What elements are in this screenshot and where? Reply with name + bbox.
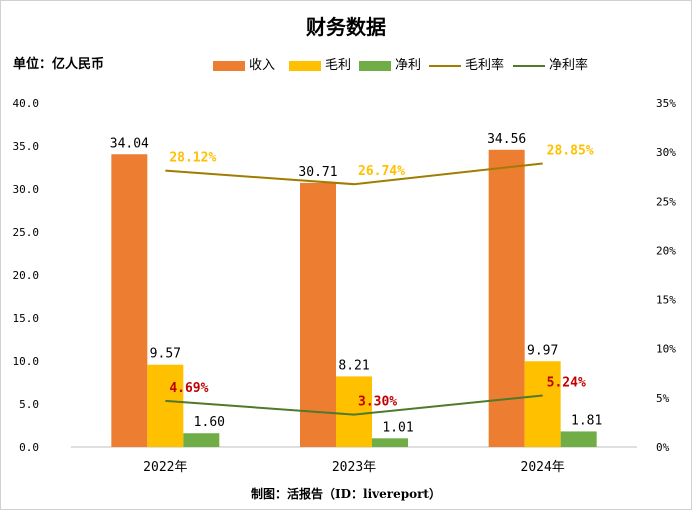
legend-label-gross-profit: 毛利: [325, 58, 352, 73]
line-data-label: 28.85%: [547, 143, 594, 158]
source-note: 制图：活报告（ID：livereport）: [251, 487, 441, 501]
y2-tick-label: 15%: [656, 294, 676, 307]
y-tick-label: 40.0: [13, 97, 40, 110]
legend-line-gross-margin: [429, 65, 461, 67]
y-tick-label: 20.0: [13, 269, 40, 282]
bar-1-3: [488, 149, 525, 447]
legend-label-net-margin: 净利率: [549, 58, 589, 73]
bar-data-label: 30.71: [298, 165, 337, 180]
y-tick-label: 0.0: [19, 441, 39, 454]
x-tick-label: 2024年: [521, 460, 565, 475]
y2-tick-label: 25%: [656, 195, 676, 208]
y-tick-label: 15.0: [13, 312, 40, 325]
bar-2-1: [147, 364, 184, 447]
bar-data-label: 8.21: [338, 358, 369, 373]
bar-data-label: 9.97: [527, 343, 558, 358]
line-series-1: [165, 162, 543, 186]
chart-title: 财务数据: [306, 15, 386, 39]
legend-swatch-revenue: [213, 61, 245, 71]
bar-data-label: 1.81: [571, 413, 602, 428]
y-tick-label: 25.0: [13, 226, 40, 239]
legend-swatch-gross-profit: [289, 61, 321, 71]
y-tick-label: 10.0: [13, 355, 40, 368]
y-tick-label: 35.0: [13, 140, 40, 153]
unit-label: 单位：亿人民币: [13, 57, 105, 72]
legend-line-net-margin: [513, 65, 545, 67]
line-series-2: [165, 394, 543, 416]
x-tick-label: 2023年: [332, 460, 376, 475]
bar-data-label: 9.57: [150, 347, 181, 362]
y-tick-label: 30.0: [13, 183, 40, 196]
legend-label-revenue: 收入: [249, 58, 276, 73]
legend-label-gross-margin: 毛利率: [465, 58, 505, 73]
bar-3-3: [560, 431, 597, 447]
bar-1-2: [300, 182, 336, 448]
bar-data-label: 34.04: [110, 136, 149, 151]
line-data-label: 28.12%: [169, 151, 216, 166]
bar-3-2: [372, 438, 408, 447]
y-tick-label: 5.0: [19, 398, 39, 411]
line-data-label: 26.74%: [358, 164, 405, 179]
line-data-label: 4.69%: [169, 381, 208, 396]
bar-3-1: [183, 433, 220, 447]
bar-1-1: [111, 154, 148, 448]
bar-data-label: 34.56: [487, 132, 526, 147]
line-data-label: 3.30%: [358, 395, 397, 410]
y2-tick-label: 30%: [656, 146, 676, 159]
y2-tick-label: 0%: [656, 441, 670, 454]
bar-2-3: [524, 361, 561, 447]
legend-label-net-profit: 净利: [395, 58, 422, 73]
y2-tick-label: 5%: [656, 392, 670, 405]
y2-tick-label: 10%: [656, 343, 676, 356]
y2-tick-label: 20%: [656, 244, 676, 257]
line-data-label: 5.24%: [547, 375, 586, 390]
bar-2-2: [336, 376, 372, 447]
x-tick-label: 2022年: [143, 460, 187, 475]
legend-swatch-net-profit: [359, 61, 391, 71]
bar-data-label: 1.01: [382, 420, 413, 435]
y2-tick-label: 35%: [656, 97, 676, 110]
bar-data-label: 1.60: [194, 415, 225, 430]
